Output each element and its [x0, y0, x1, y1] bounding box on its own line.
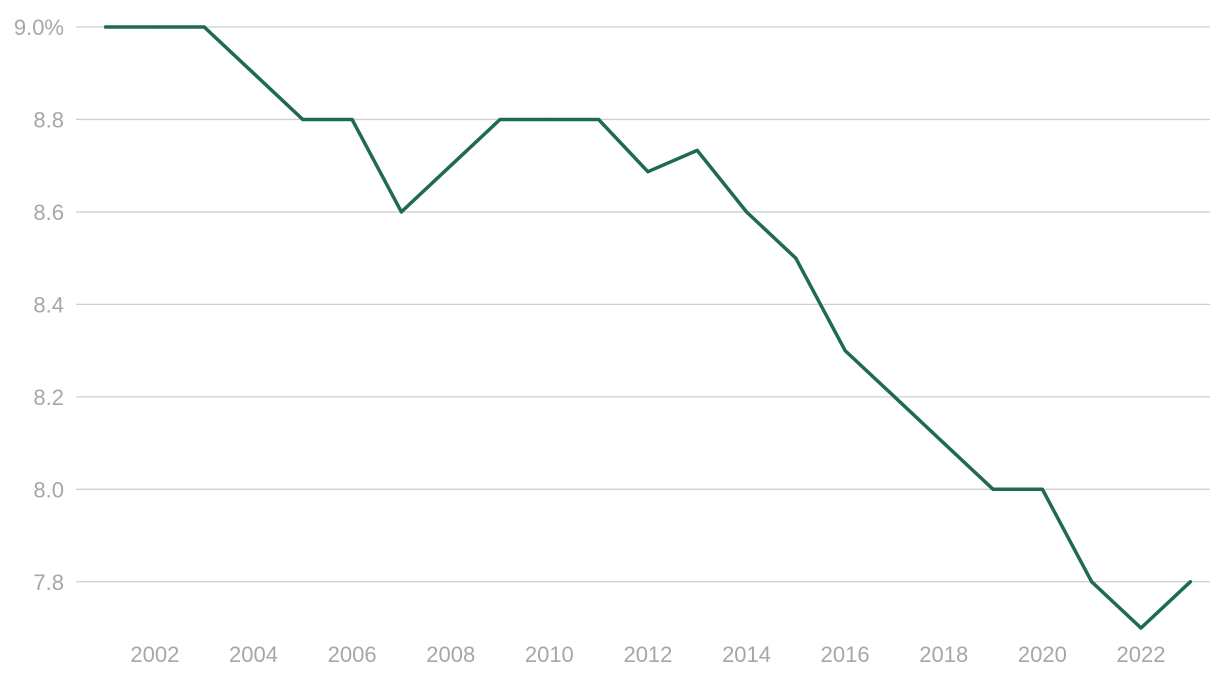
data-point — [449, 164, 453, 168]
x-tick-label: 2004 — [229, 642, 278, 667]
x-tick-label: 2016 — [821, 642, 870, 667]
x-tick-label: 2008 — [426, 642, 475, 667]
data-point — [251, 71, 256, 75]
x-tick-label: 2012 — [623, 642, 672, 667]
y-tick-label: 9.0% — [14, 15, 64, 40]
y-tick-label: 8.0 — [33, 477, 64, 502]
y-tick-label: 8.4 — [33, 292, 64, 317]
y-tick-label: 7.8 — [33, 570, 64, 595]
data-point — [547, 117, 551, 122]
x-tick-label: 2006 — [328, 642, 377, 667]
data-point — [991, 487, 995, 491]
data-point — [646, 170, 650, 174]
data-point — [1188, 580, 1192, 584]
gridlines — [76, 26, 1210, 583]
data-point — [942, 441, 946, 445]
data-point — [202, 25, 206, 29]
x-tick-label: 2014 — [722, 642, 771, 667]
y-tick-label: 8.8 — [33, 107, 64, 132]
data-point — [695, 148, 699, 153]
data-point — [399, 210, 404, 214]
data-point — [301, 117, 305, 122]
x-tick-label: 2020 — [1018, 642, 1067, 667]
data-point — [1040, 487, 1044, 491]
data-point — [744, 210, 749, 214]
data-point — [1090, 580, 1094, 584]
data-point — [892, 395, 897, 399]
x-tick-label: 2010 — [525, 642, 574, 667]
y-axis-ticks: 9.0% 8.8 8.6 8.4 8.2 8.0 7.8 — [14, 15, 64, 595]
data-point — [153, 25, 157, 29]
data-point — [794, 256, 798, 260]
data-point — [498, 117, 502, 122]
y-tick-label: 8.6 — [33, 200, 64, 225]
data-point — [1139, 626, 1143, 630]
x-tick-label: 2002 — [130, 642, 179, 667]
x-tick-label: 2018 — [919, 642, 968, 667]
x-tick-label: 2022 — [1116, 642, 1165, 667]
series-line — [103, 25, 1193, 630]
y-tick-label: 8.2 — [33, 385, 64, 410]
series-layer — [103, 25, 1193, 630]
data-point — [843, 349, 847, 353]
data-point — [350, 117, 354, 122]
data-point — [597, 117, 601, 122]
data-point — [103, 25, 108, 29]
x-axis-ticks: 2002 2004 2006 2008 2010 2012 2014 2016 2018 2020… — [130, 642, 1165, 667]
